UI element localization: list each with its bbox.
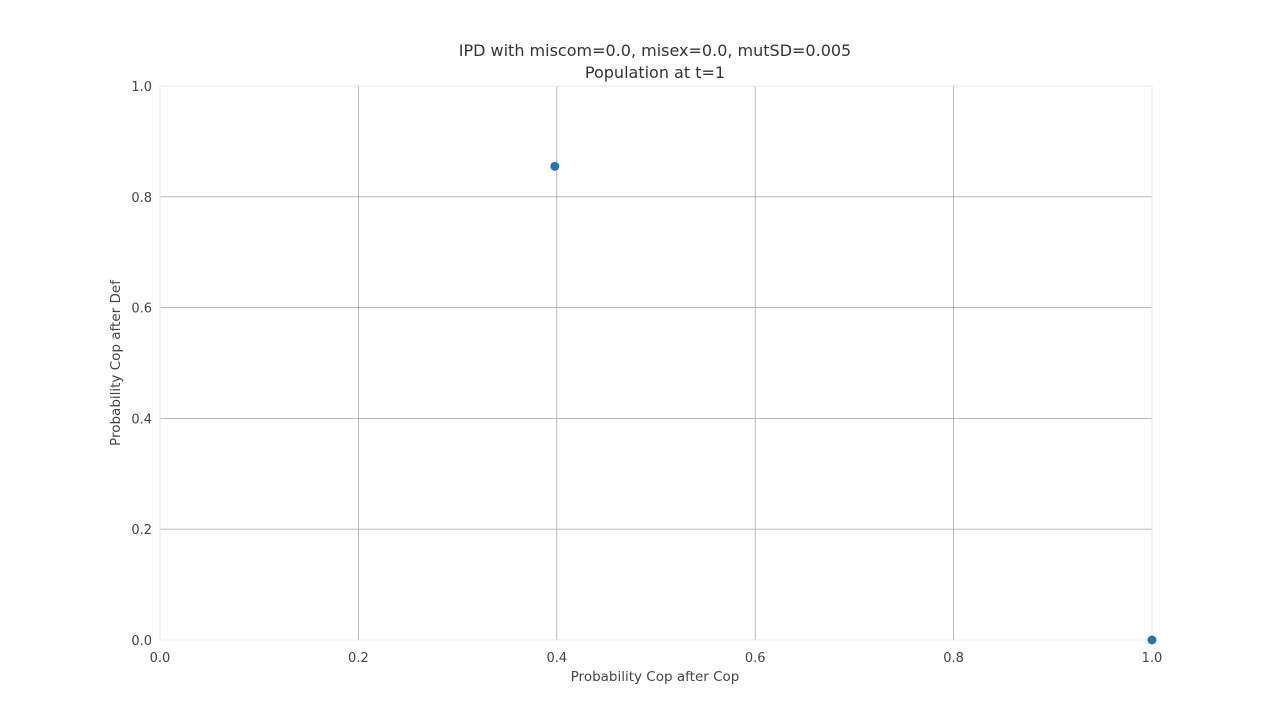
x-tick-label: 0.4 [546, 651, 567, 666]
x-axis-label: Probability Cop after Cop [571, 669, 740, 685]
y-tick-label: 0.0 [131, 634, 152, 649]
x-tick-label: 1.0 [1142, 651, 1163, 666]
x-tick-label: 0.2 [348, 651, 369, 666]
x-tick-label: 0.6 [745, 651, 766, 666]
data-points [550, 161, 1157, 645]
x-tick-label: 0.0 [150, 651, 171, 666]
y-tick-labels: 0.0 0.2 0.4 0.6 0.8 1.0 [131, 80, 152, 649]
y-axis-label: Probability Cop after Def [108, 279, 124, 446]
plot-frame [159, 85, 1153, 641]
x-tick-label: 0.8 [943, 651, 964, 666]
y-tick-label: 0.2 [131, 523, 152, 538]
chart-subtitle: Population at t=1 [585, 63, 725, 82]
scatter-point [550, 161, 560, 171]
grid [160, 86, 1152, 640]
y-tick-label: 1.0 [131, 80, 152, 95]
scatter-point [1147, 635, 1157, 645]
chart-title: IPD with miscom=0.0, misex=0.0, mutSD=0.… [459, 41, 851, 60]
x-tick-labels: 0.0 0.2 0.4 0.6 0.8 1.0 [150, 651, 1163, 666]
y-tick-label: 0.8 [131, 191, 152, 206]
y-tick-label: 0.6 [131, 302, 152, 317]
y-tick-label: 0.4 [131, 412, 152, 427]
